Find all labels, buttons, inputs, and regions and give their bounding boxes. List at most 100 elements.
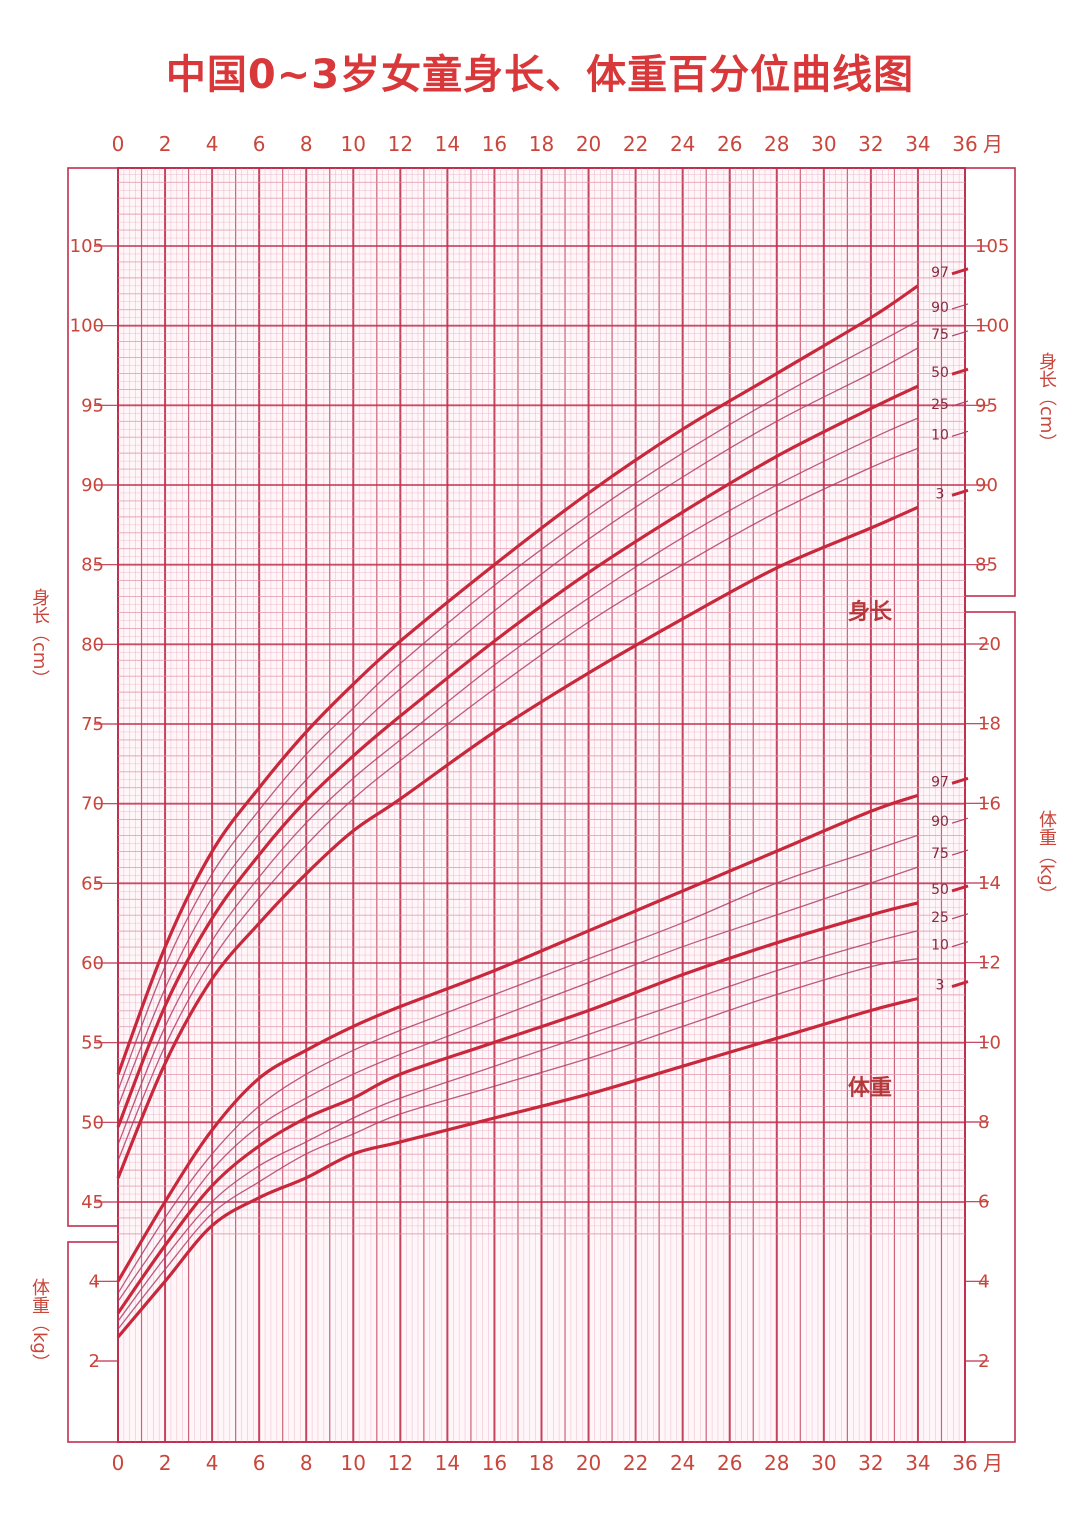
length-percentile-label-3: 3 xyxy=(936,486,945,502)
y-tick-label-right-weight: 16 xyxy=(978,793,1001,814)
y-tick-label-left-length: 105 xyxy=(70,236,104,257)
x-tick-label-bottom: 8 xyxy=(300,1451,313,1475)
x-tick-label-bottom: 16 xyxy=(482,1451,507,1475)
x-unit-label-top: 月 xyxy=(983,132,1003,156)
y-tick-label-left-length: 50 xyxy=(81,1112,104,1133)
percentile-labels: 97 90 75 50 25 10 3 97 90 75 50 25 10 3 xyxy=(931,265,969,994)
chart-grid xyxy=(117,168,966,1442)
x-tick-label-top: 30 xyxy=(811,132,836,156)
weight-curve-p10 xyxy=(117,958,919,1330)
y-tick-label-right-weight: 4 xyxy=(978,1271,989,1292)
length-percentile-tick-25 xyxy=(951,400,969,407)
right-length-frame xyxy=(964,167,1016,597)
weight-curve-p90 xyxy=(117,834,919,1294)
x-tick-label-bottom: 22 xyxy=(623,1451,648,1475)
length-percentile-label-75: 75 xyxy=(931,327,949,343)
weight-percentile-label-50: 50 xyxy=(931,882,949,898)
length-percentile-tick-50 xyxy=(951,367,969,376)
length-curve-p90 xyxy=(117,320,919,1091)
x-tick-label-bottom: 12 xyxy=(388,1451,413,1475)
x-unit-label-bottom: 月 xyxy=(983,1451,1003,1475)
y-tick-label-left-length: 60 xyxy=(81,953,104,974)
x-tick-label-bottom: 34 xyxy=(905,1451,930,1475)
length-percentile-label-50: 50 xyxy=(931,365,949,381)
y-tick-label-right-weight: 18 xyxy=(978,714,1001,735)
weight-curve-label: 体重 xyxy=(848,1076,893,1101)
y-tick-label-right-weight: 2 xyxy=(978,1351,989,1372)
x-axis-ticks: 0022446688101012121414161618182020222224… xyxy=(112,132,1003,1475)
weight-percentile-label-75: 75 xyxy=(931,846,949,862)
weight-curve-p50 xyxy=(116,901,919,1315)
y-tick-label-right-length: 95 xyxy=(975,395,998,416)
y-tick-label-right-weight: 10 xyxy=(978,1032,1001,1053)
y-tick-label-right-length: 105 xyxy=(975,236,1009,257)
x-tick-label-bottom: 30 xyxy=(811,1451,836,1475)
length-curve-p10 xyxy=(117,447,919,1161)
y-tick-label-left-weight: 2 xyxy=(89,1351,100,1372)
weight-percentile-tick-3 xyxy=(951,980,969,988)
weight-percentile-tick-90 xyxy=(951,817,969,824)
length-percentile-label-97: 97 xyxy=(931,265,949,281)
y-tick-label-right-length: 85 xyxy=(975,555,998,576)
x-tick-label-top: 0 xyxy=(112,132,125,156)
y-tick-label-left-length: 70 xyxy=(81,794,104,815)
weight-percentile-tick-10 xyxy=(951,941,969,948)
x-tick-label-top: 10 xyxy=(341,132,366,156)
left-weight-axis-label: 体重（kg） xyxy=(29,1278,50,1372)
length-percentile-tick-97 xyxy=(951,267,969,276)
weight-percentile-tick-97 xyxy=(951,776,969,785)
weight-curve-p97 xyxy=(116,793,919,1283)
x-tick-label-top: 16 xyxy=(482,132,507,156)
y-tick-label-right-weight: 14 xyxy=(978,873,1001,894)
x-tick-label-top: 28 xyxy=(764,132,789,156)
weight-curves xyxy=(116,793,919,1339)
x-tick-label-bottom: 0 xyxy=(112,1451,125,1475)
length-curve-p3 xyxy=(116,505,919,1179)
x-tick-label-top: 22 xyxy=(623,132,648,156)
x-tick-label-bottom: 26 xyxy=(717,1451,742,1475)
length-percentile-tick-90 xyxy=(951,303,969,310)
weight-percentile-label-97: 97 xyxy=(931,774,949,790)
y-tick-label-right-weight: 12 xyxy=(978,953,1001,974)
x-tick-label-top: 32 xyxy=(858,132,883,156)
x-tick-label-bottom: 14 xyxy=(435,1451,460,1475)
x-tick-label-top: 2 xyxy=(159,132,172,156)
x-tick-label-top: 18 xyxy=(529,132,554,156)
y-tick-label-left-length: 55 xyxy=(81,1033,104,1054)
y-tick-label-left-length: 85 xyxy=(81,555,104,576)
right-weight-frame xyxy=(964,611,1016,1443)
x-tick-label-top: 36 xyxy=(952,132,977,156)
x-tick-label-top: 34 xyxy=(905,132,930,156)
x-tick-label-top: 8 xyxy=(300,132,313,156)
chart-title: 中国0~3岁女童身长、体重百分位曲线图 xyxy=(165,52,915,98)
x-tick-label-bottom: 18 xyxy=(529,1451,554,1475)
x-tick-label-bottom: 32 xyxy=(858,1451,883,1475)
x-tick-label-bottom: 4 xyxy=(206,1451,219,1475)
y-tick-label-right-weight: 20 xyxy=(978,634,1001,655)
right-weight-axis-label: 体重（kg） xyxy=(1036,810,1057,904)
weight-percentile-label-3: 3 xyxy=(936,978,945,994)
x-tick-label-bottom: 20 xyxy=(576,1451,601,1475)
x-tick-label-bottom: 28 xyxy=(764,1451,789,1475)
y-tick-label-left-length: 100 xyxy=(70,316,104,337)
weight-curve-p75 xyxy=(117,866,919,1302)
length-curves xyxy=(116,284,919,1179)
length-percentile-tick-3 xyxy=(951,488,969,497)
weight-percentile-label-25: 25 xyxy=(931,910,949,926)
y-tick-label-left-length: 90 xyxy=(81,475,104,496)
x-tick-label-bottom: 36 xyxy=(952,1451,977,1475)
length-percentile-label-25: 25 xyxy=(931,397,949,413)
x-tick-label-bottom: 6 xyxy=(253,1451,266,1475)
y-tick-label-left-length: 80 xyxy=(81,634,104,655)
x-tick-label-bottom: 2 xyxy=(159,1451,172,1475)
weight-curve-p3 xyxy=(116,996,919,1339)
x-tick-label-top: 6 xyxy=(253,132,266,156)
length-curve-p25 xyxy=(117,417,919,1145)
x-tick-label-top: 4 xyxy=(206,132,219,156)
x-tick-label-bottom: 24 xyxy=(670,1451,695,1475)
left-length-axis-label: 身长（cm） xyxy=(29,588,50,688)
length-percentile-label-90: 90 xyxy=(931,300,949,316)
y-tick-label-left-weight: 4 xyxy=(89,1271,100,1292)
y-tick-label-left-length: 45 xyxy=(81,1192,104,1213)
